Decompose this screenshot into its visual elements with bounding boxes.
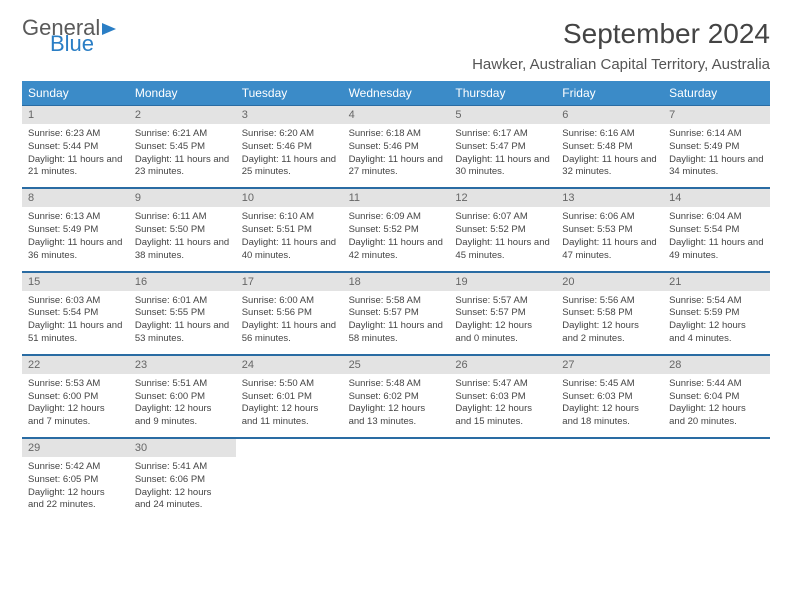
day-number: 10	[236, 189, 343, 207]
day-number	[556, 439, 663, 457]
weekday-label: Saturday	[663, 81, 770, 105]
day-number: 26	[449, 356, 556, 374]
day-cell: Sunrise: 5:48 AMSunset: 6:02 PMDaylight:…	[343, 374, 450, 437]
day-cell: Sunrise: 5:45 AMSunset: 6:03 PMDaylight:…	[556, 374, 663, 437]
day-number: 4	[343, 106, 450, 124]
day-number-row: 22232425262728	[22, 355, 770, 374]
day-number: 8	[22, 189, 129, 207]
day-number: 15	[22, 273, 129, 291]
day-cell: Sunrise: 5:41 AMSunset: 6:06 PMDaylight:…	[129, 457, 236, 520]
day-cell: Sunrise: 6:18 AMSunset: 5:46 PMDaylight:…	[343, 124, 450, 187]
day-cell: Sunrise: 6:07 AMSunset: 5:52 PMDaylight:…	[449, 207, 556, 270]
day-number: 27	[556, 356, 663, 374]
weekday-label: Monday	[129, 81, 236, 105]
day-number-row: 1234567	[22, 105, 770, 124]
day-cell: Sunrise: 6:14 AMSunset: 5:49 PMDaylight:…	[663, 124, 770, 187]
day-number: 17	[236, 273, 343, 291]
day-number: 22	[22, 356, 129, 374]
day-cell: Sunrise: 5:54 AMSunset: 5:59 PMDaylight:…	[663, 291, 770, 354]
day-cell: Sunrise: 5:56 AMSunset: 5:58 PMDaylight:…	[556, 291, 663, 354]
day-cell: Sunrise: 6:21 AMSunset: 5:45 PMDaylight:…	[129, 124, 236, 187]
day-cell: Sunrise: 6:01 AMSunset: 5:55 PMDaylight:…	[129, 291, 236, 354]
day-number: 16	[129, 273, 236, 291]
weekday-header: Sunday Monday Tuesday Wednesday Thursday…	[22, 81, 770, 105]
day-cell: Sunrise: 6:11 AMSunset: 5:50 PMDaylight:…	[129, 207, 236, 270]
calendar-body: 1234567Sunrise: 6:23 AMSunset: 5:44 PMDa…	[22, 105, 770, 520]
week-row: Sunrise: 5:53 AMSunset: 6:00 PMDaylight:…	[22, 374, 770, 438]
day-cell: Sunrise: 6:20 AMSunset: 5:46 PMDaylight:…	[236, 124, 343, 187]
day-number: 30	[129, 439, 236, 457]
day-cell: Sunrise: 5:50 AMSunset: 6:01 PMDaylight:…	[236, 374, 343, 437]
day-number: 25	[343, 356, 450, 374]
day-cell: Sunrise: 6:13 AMSunset: 5:49 PMDaylight:…	[22, 207, 129, 270]
logo: General Blue	[22, 18, 120, 54]
day-number	[343, 439, 450, 457]
page-subtitle: Hawker, Australian Capital Territory, Au…	[472, 56, 770, 73]
day-number: 14	[663, 189, 770, 207]
day-cell: Sunrise: 6:23 AMSunset: 5:44 PMDaylight:…	[22, 124, 129, 187]
day-number: 21	[663, 273, 770, 291]
day-cell: Sunrise: 5:57 AMSunset: 5:57 PMDaylight:…	[449, 291, 556, 354]
day-number: 5	[449, 106, 556, 124]
day-number: 24	[236, 356, 343, 374]
day-number	[449, 439, 556, 457]
day-cell	[343, 457, 450, 520]
weekday-label: Tuesday	[236, 81, 343, 105]
day-number: 1	[22, 106, 129, 124]
day-cell: Sunrise: 6:04 AMSunset: 5:54 PMDaylight:…	[663, 207, 770, 270]
day-cell	[236, 457, 343, 520]
week-row: Sunrise: 6:23 AMSunset: 5:44 PMDaylight:…	[22, 124, 770, 188]
day-number: 19	[449, 273, 556, 291]
day-cell	[449, 457, 556, 520]
day-number: 23	[129, 356, 236, 374]
day-number-row: 891011121314	[22, 188, 770, 207]
day-cell: Sunrise: 6:09 AMSunset: 5:52 PMDaylight:…	[343, 207, 450, 270]
day-cell: Sunrise: 6:10 AMSunset: 5:51 PMDaylight:…	[236, 207, 343, 270]
day-number-row: 2930	[22, 438, 770, 457]
header: General Blue September 2024 Hawker, Aust…	[22, 18, 770, 73]
weekday-label: Sunday	[22, 81, 129, 105]
day-cell: Sunrise: 5:58 AMSunset: 5:57 PMDaylight:…	[343, 291, 450, 354]
day-cell: Sunrise: 5:53 AMSunset: 6:00 PMDaylight:…	[22, 374, 129, 437]
week-row: Sunrise: 6:13 AMSunset: 5:49 PMDaylight:…	[22, 207, 770, 271]
day-number: 29	[22, 439, 129, 457]
day-cell: Sunrise: 6:00 AMSunset: 5:56 PMDaylight:…	[236, 291, 343, 354]
day-cell: Sunrise: 5:42 AMSunset: 6:05 PMDaylight:…	[22, 457, 129, 520]
week-row: Sunrise: 6:03 AMSunset: 5:54 PMDaylight:…	[22, 291, 770, 355]
day-cell	[663, 457, 770, 520]
day-number-row: 15161718192021	[22, 272, 770, 291]
day-cell	[556, 457, 663, 520]
logo-text-blue: Blue	[50, 34, 120, 54]
day-number: 2	[129, 106, 236, 124]
day-number: 20	[556, 273, 663, 291]
page-title: September 2024	[472, 18, 770, 50]
day-cell: Sunrise: 5:44 AMSunset: 6:04 PMDaylight:…	[663, 374, 770, 437]
day-cell: Sunrise: 5:47 AMSunset: 6:03 PMDaylight:…	[449, 374, 556, 437]
weekday-label: Thursday	[449, 81, 556, 105]
title-block: September 2024 Hawker, Australian Capita…	[472, 18, 770, 73]
day-number	[236, 439, 343, 457]
day-number: 11	[343, 189, 450, 207]
day-number: 3	[236, 106, 343, 124]
week-row: Sunrise: 5:42 AMSunset: 6:05 PMDaylight:…	[22, 457, 770, 520]
day-number: 7	[663, 106, 770, 124]
logo-flag-icon	[102, 21, 120, 35]
weekday-label: Wednesday	[343, 81, 450, 105]
day-cell: Sunrise: 6:17 AMSunset: 5:47 PMDaylight:…	[449, 124, 556, 187]
day-cell: Sunrise: 6:06 AMSunset: 5:53 PMDaylight:…	[556, 207, 663, 270]
day-number: 18	[343, 273, 450, 291]
day-cell: Sunrise: 6:16 AMSunset: 5:48 PMDaylight:…	[556, 124, 663, 187]
day-number: 9	[129, 189, 236, 207]
day-number: 13	[556, 189, 663, 207]
day-number: 6	[556, 106, 663, 124]
weekday-label: Friday	[556, 81, 663, 105]
day-cell: Sunrise: 5:51 AMSunset: 6:00 PMDaylight:…	[129, 374, 236, 437]
day-cell: Sunrise: 6:03 AMSunset: 5:54 PMDaylight:…	[22, 291, 129, 354]
day-number	[663, 439, 770, 457]
day-number: 28	[663, 356, 770, 374]
day-number: 12	[449, 189, 556, 207]
